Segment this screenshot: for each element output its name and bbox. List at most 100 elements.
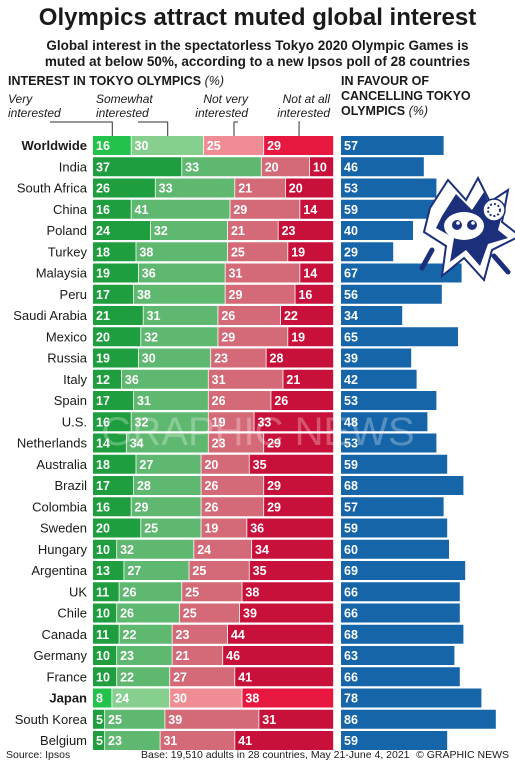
value-label-somewhat: 32 (154, 224, 168, 238)
value-label-notvery: 25 (183, 607, 197, 621)
value-label-very: 10 (96, 670, 110, 684)
bar-notvery (227, 242, 288, 262)
bar-notatall (264, 497, 334, 517)
bar-cancel (341, 688, 482, 708)
value-label-very: 11 (96, 628, 109, 642)
value-label-somewhat: 31 (147, 309, 161, 323)
country-label: Sweden (40, 521, 87, 536)
country-label: South Africa (17, 181, 88, 196)
value-label-notatall: 34 (255, 543, 269, 557)
watermark-text: GRAPHIC NEWS (101, 410, 414, 454)
value-label-somewhat: 33 (159, 182, 173, 196)
value-label-notatall: 29 (267, 500, 281, 514)
value-label-cancel: 66 (344, 585, 358, 599)
interest-header: INTEREST IN TOKYO OLYMPICS (%) (8, 74, 224, 89)
value-label-notatall: 35 (253, 458, 267, 472)
chart-row: Argentina 13 27 25 35 69 (31, 561, 466, 580)
country-label: Malaysia (36, 266, 88, 281)
legend-pointer-notatall (298, 121, 300, 136)
chart-row: Australia 18 27 20 35 59 (36, 454, 448, 474)
country-label: Turkey (48, 244, 88, 259)
value-label-very: 26 (96, 182, 110, 196)
bar-somewhat (121, 369, 208, 389)
bar-notatall (252, 539, 334, 559)
bar-notvery (170, 688, 242, 708)
chart-row: Hungary 10 32 24 34 60 (38, 539, 449, 559)
value-label-notvery: 23 (212, 437, 226, 451)
bar-notatall (242, 582, 334, 602)
value-label-somewhat: 26 (123, 585, 137, 599)
value-label-notvery: 25 (231, 245, 245, 259)
bar-cancel (341, 263, 462, 283)
bar-notatall (242, 688, 334, 708)
value-label-very: 16 (96, 139, 110, 153)
value-label-somewhat: 25 (108, 713, 122, 727)
value-label-somewhat: 41 (135, 203, 149, 217)
country-label: Colombia (32, 499, 88, 514)
bar-somewhat (124, 561, 189, 580)
bar-notatall (254, 412, 334, 432)
value-label-somewhat: 23 (120, 649, 134, 663)
bar-notatall (249, 454, 334, 474)
bar-notvery (261, 157, 310, 177)
bar-very (93, 284, 134, 304)
value-label-very: 10 (96, 543, 110, 557)
value-label-somewhat: 31 (137, 394, 151, 408)
country-label: Netherlands (17, 436, 88, 451)
value-label-cancel: 56 (344, 288, 358, 302)
value-label-very: 17 (96, 288, 110, 302)
bar-very (93, 603, 117, 623)
chart-rows: Worldwide 16 30 25 29 57 India 37 33 20 10 46 South … (13, 136, 496, 750)
bar-very (93, 497, 131, 517)
value-label-very: 24 (96, 224, 110, 238)
value-label-very: 16 (96, 203, 110, 217)
country-label: China (53, 202, 88, 217)
country-label: Italy (63, 372, 87, 387)
bar-very (93, 157, 182, 177)
value-label-cancel: 39 (344, 352, 358, 366)
value-label-cancel: 57 (344, 139, 358, 153)
country-label: Spain (54, 393, 87, 408)
value-label-notvery: 26 (204, 500, 218, 514)
value-label-cancel: 53 (344, 182, 358, 196)
value-label-very: 16 (96, 415, 110, 429)
legend-somewhat-interested: Somewhat interested (96, 92, 153, 120)
value-label-very: 37 (96, 160, 110, 174)
bar-cancel (341, 582, 460, 602)
legend-not-very-interested: Not very interested (186, 92, 248, 120)
bar-somewhat (112, 688, 170, 708)
subtitle-line-1: Global interest in the spectatorless Tok… (46, 38, 469, 53)
footer-credit: © GRAPHIC NEWS (416, 749, 509, 761)
bar-cancel (341, 327, 458, 347)
value-label-cancel: 68 (344, 479, 358, 493)
value-label-very: 17 (96, 479, 110, 493)
legend-pointer-somewhat (138, 121, 169, 136)
bar-notatall (288, 242, 334, 262)
chart-row: Netherlands 14 34 23 29 53 (17, 433, 437, 453)
bar-notatall (264, 476, 334, 495)
bar-notvery (218, 306, 281, 325)
value-label-cancel: 66 (344, 607, 358, 621)
bar-very (93, 433, 126, 453)
bar-notatall (227, 624, 334, 644)
chart-row: Brazil 17 28 26 29 68 (54, 476, 464, 495)
value-label-notatall: 31 (262, 713, 276, 727)
value-label-somewhat: 29 (135, 500, 149, 514)
bar-cancel (341, 518, 448, 538)
bar-notvery (225, 263, 300, 283)
bar-cancel (341, 391, 437, 410)
value-label-notvery: 29 (233, 203, 247, 217)
bar-somewhat (119, 624, 172, 644)
bar-very (93, 327, 141, 347)
value-label-very: 10 (96, 607, 110, 621)
bar-cancel (341, 624, 464, 644)
value-label-very: 19 (96, 352, 110, 366)
value-label-very: 5 (96, 713, 103, 727)
bar-notvery (218, 327, 288, 347)
value-label-notatall: 22 (284, 309, 298, 323)
value-label-very: 21 (96, 309, 110, 323)
cancel-header-unit: (%) (408, 104, 429, 118)
bar-notvery (160, 731, 235, 750)
chart-subtitle: Global interest in the spectatorless Tok… (10, 38, 505, 70)
chart-row: U.S. 16 32 19 33 48 (62, 412, 428, 432)
